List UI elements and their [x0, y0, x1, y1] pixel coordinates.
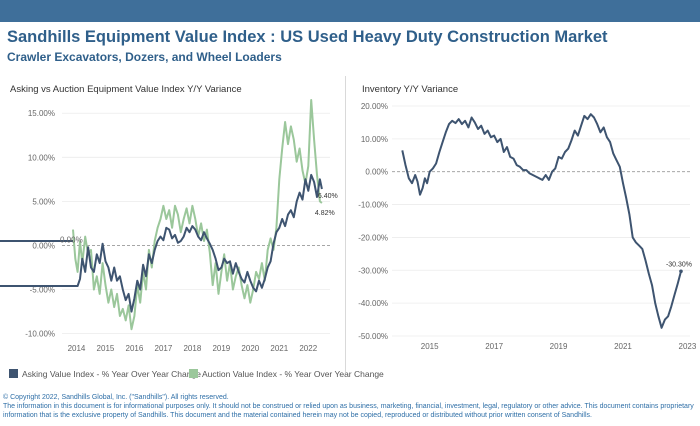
y-tick-label: 0.00%: [32, 241, 55, 250]
x-tick-label: 2015: [421, 342, 439, 351]
x-tick-label: 2015: [97, 344, 115, 353]
footer-copyright: © Copyright 2022, Sandhills Global, Inc.…: [3, 394, 229, 401]
footer-line-2: information that is the exclusive proper…: [3, 411, 592, 419]
legend-swatch-asking: [9, 369, 18, 378]
end-point-inventory: [679, 269, 683, 274]
x-tick-label: 2021: [614, 342, 632, 351]
zero-line-label: 0.00%: [60, 235, 83, 244]
footer-line-1: The information in this document is for …: [3, 402, 694, 410]
left-chart-title: Asking vs Auction Equipment Value Index …: [10, 84, 242, 95]
legend-label-asking: Asking Value Index - % Year Over Year Ch…: [22, 369, 201, 379]
end-label-asking: 6.40%: [318, 193, 338, 200]
y-tick-label: 20.00%: [361, 102, 388, 111]
series-line-1: [0, 173, 323, 313]
y-tick-label: 5.00%: [32, 197, 55, 206]
right-chart-title: Inventory Y/Y Variance: [362, 84, 459, 95]
footer-disclaimer: © Copyright 2022, Sandhills Global, Inc.…: [3, 394, 697, 420]
x-tick-label: 2016: [126, 344, 144, 353]
x-tick-label: 2019: [550, 342, 568, 351]
page-subtitle: Crawler Excavators, Dozers, and Wheel Lo…: [7, 50, 282, 64]
header-bar: [0, 0, 700, 22]
x-tick-label: 2019: [212, 344, 230, 353]
x-tick-label: 2017: [155, 344, 173, 353]
end-label-auction: 4.82%: [315, 210, 335, 217]
y-tick-label: 10.00%: [361, 135, 388, 144]
legend-item-asking: Asking Value Index - % Year Over Year Ch…: [9, 369, 201, 379]
page-title: Sandhills Equipment Value Index : US Use…: [7, 28, 608, 46]
y-tick-label: -10.00%: [25, 330, 55, 339]
x-tick-label: 2020: [241, 344, 259, 353]
legend-item-auction: Auction Value Index - % Year Over Year C…: [189, 369, 384, 379]
y-tick-label: -20.00%: [358, 233, 388, 242]
y-tick-label: 15.00%: [28, 109, 55, 118]
y-tick-label: 10.00%: [28, 153, 55, 162]
x-tick-label: 2022: [299, 344, 317, 353]
y-tick-label: -50.00%: [358, 332, 388, 341]
x-tick-label: 2017: [485, 342, 503, 351]
y-tick-label: -10.00%: [358, 201, 388, 210]
inventory-chart: 20.00% 10.00% 0.00% -10.00% -20.00% -30.00% -4…: [358, 102, 697, 351]
x-tick-label: 2023: [679, 342, 697, 351]
series-line-0: [72, 99, 323, 331]
x-tick-label: 2021: [270, 344, 288, 353]
series-line-0: [401, 113, 682, 329]
asking-vs-auction-chart: 15.00% 10.00% 5.00% 0.00% -5.00% -10.00% 2014 2…: [0, 99, 338, 353]
legend-swatch-auction: [189, 369, 198, 378]
x-tick-label: 2018: [183, 344, 201, 353]
y-tick-label: -40.00%: [358, 299, 388, 308]
end-label-inventory: -30.30%: [666, 261, 692, 268]
y-tick-label: -30.00%: [358, 266, 388, 275]
y-tick-label: 0.00%: [365, 168, 388, 177]
x-tick-label: 2014: [68, 344, 86, 353]
legend-label-auction: Auction Value Index - % Year Over Year C…: [202, 369, 384, 379]
panel-divider: [345, 76, 346, 372]
y-tick-label: -5.00%: [30, 286, 55, 295]
